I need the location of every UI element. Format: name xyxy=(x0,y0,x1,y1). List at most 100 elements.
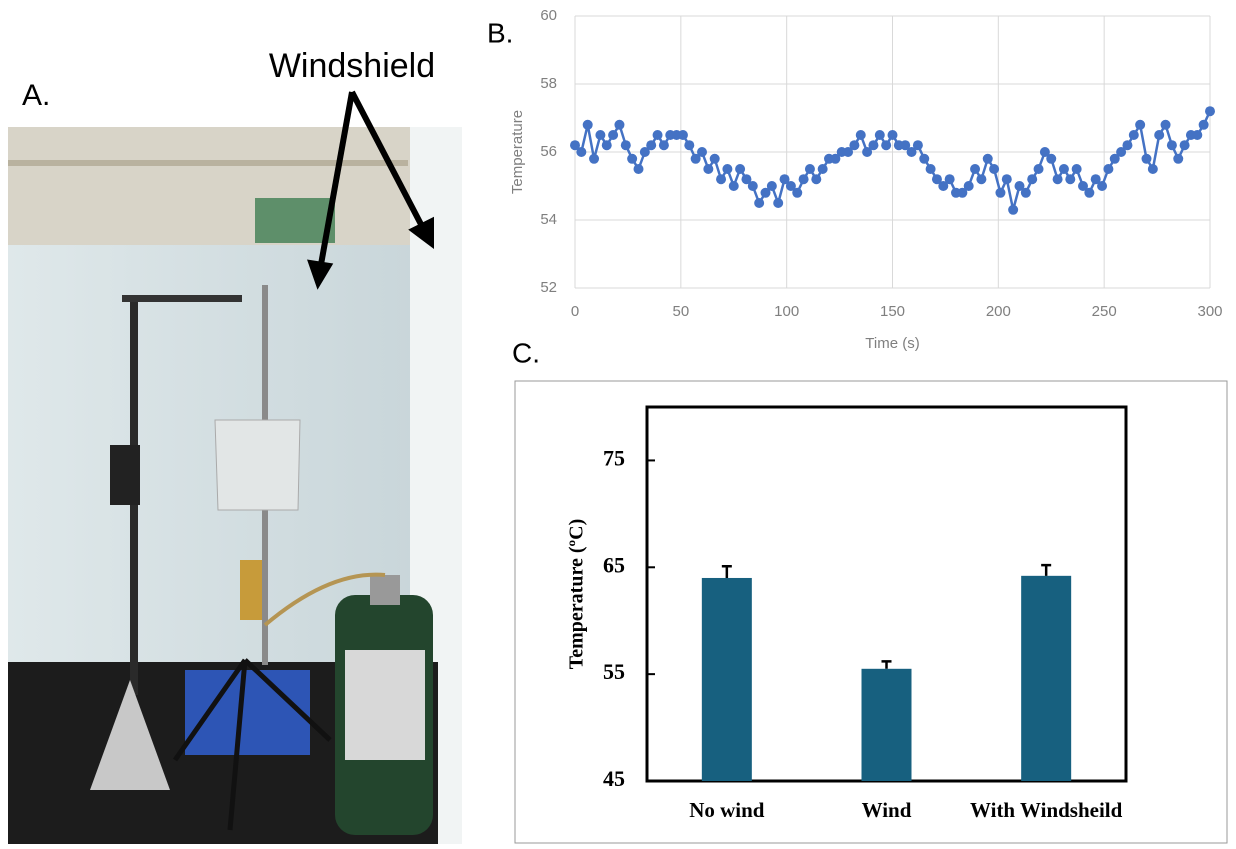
x-tick-label: 0 xyxy=(571,303,579,320)
marker xyxy=(849,140,860,151)
marker xyxy=(722,164,733,174)
marker xyxy=(576,147,587,157)
marker xyxy=(754,198,765,208)
marker xyxy=(792,187,803,198)
y-tick-label: 60 xyxy=(540,7,557,24)
marker xyxy=(957,187,968,198)
marker xyxy=(1039,147,1050,157)
marker xyxy=(1205,106,1215,117)
marker xyxy=(944,174,955,185)
marker xyxy=(646,140,657,151)
marker xyxy=(1046,153,1057,164)
marker xyxy=(760,187,771,198)
marker xyxy=(633,164,644,174)
photo xyxy=(8,127,462,844)
marker xyxy=(1001,174,1012,185)
marker xyxy=(830,153,841,164)
marker xyxy=(1014,181,1025,191)
marker xyxy=(785,181,796,191)
marker xyxy=(608,130,619,140)
marker xyxy=(735,164,746,174)
marker xyxy=(1033,164,1044,174)
marker xyxy=(658,140,669,151)
marker xyxy=(690,153,701,164)
marker xyxy=(811,174,822,185)
marker xyxy=(766,181,777,191)
marker xyxy=(1084,187,1095,198)
marker xyxy=(1065,174,1076,185)
marker xyxy=(1135,119,1146,130)
marker xyxy=(684,140,695,151)
annotation: Windshield xyxy=(269,47,435,85)
marker xyxy=(1071,164,1082,174)
marker xyxy=(1116,147,1127,157)
marker xyxy=(855,130,866,140)
bar xyxy=(861,668,912,781)
chart-frame xyxy=(514,380,1228,844)
y-tick-label: 58 xyxy=(540,75,557,92)
marker xyxy=(703,164,714,174)
bar xyxy=(1021,575,1072,781)
marker xyxy=(1198,119,1209,130)
marker xyxy=(697,147,707,157)
marker xyxy=(1192,130,1203,140)
marker xyxy=(1173,153,1184,164)
marker xyxy=(862,147,873,157)
y-axis-label: Temperature (ºC) xyxy=(566,519,588,669)
marker xyxy=(868,140,879,151)
marker xyxy=(1103,164,1114,174)
marker xyxy=(982,153,993,164)
x-tick-label: With Windsheild xyxy=(970,798,1123,822)
marker xyxy=(779,174,790,185)
marker xyxy=(931,174,942,185)
x-tick-label: 200 xyxy=(986,303,1011,320)
marker xyxy=(881,140,892,151)
marker xyxy=(906,147,917,157)
marker xyxy=(741,174,752,185)
marker xyxy=(601,140,612,151)
x-tick-label: 250 xyxy=(1092,303,1117,320)
marker xyxy=(1166,140,1177,151)
marker xyxy=(817,164,828,174)
marker xyxy=(595,130,606,140)
error-bar xyxy=(721,564,732,578)
x-tick-label: 100 xyxy=(774,303,799,320)
y-tick-label: 52 xyxy=(540,279,557,296)
marker xyxy=(798,174,809,185)
panel-label: B. xyxy=(487,17,513,48)
y-tick-label: 65 xyxy=(603,552,625,577)
marker xyxy=(1052,174,1063,185)
marker xyxy=(1090,174,1101,185)
marker xyxy=(773,198,784,208)
marker xyxy=(1109,153,1120,164)
x-tick-label: 300 xyxy=(1197,303,1222,320)
x-tick-label: Wind xyxy=(862,798,912,822)
marker xyxy=(963,181,974,191)
panel-label: C. xyxy=(512,337,540,368)
marker xyxy=(1078,181,1088,191)
marker xyxy=(1058,164,1069,174)
marker xyxy=(874,130,885,140)
marker xyxy=(843,147,854,157)
marker xyxy=(1160,119,1171,130)
marker xyxy=(938,181,949,191)
marker xyxy=(995,187,1006,198)
marker xyxy=(1008,204,1019,215)
x-axis-label: Time (s) xyxy=(865,335,919,352)
marker xyxy=(1179,140,1190,151)
marker xyxy=(582,119,593,130)
y-tick-label: 55 xyxy=(603,659,625,684)
x-tick-label: 50 xyxy=(672,303,689,320)
marker xyxy=(900,140,911,151)
marker xyxy=(639,147,650,157)
marker xyxy=(716,174,727,185)
marker xyxy=(919,153,930,164)
marker xyxy=(1097,181,1108,191)
annotation-arrows xyxy=(307,90,434,290)
y-tick-label: 45 xyxy=(603,766,625,791)
marker xyxy=(677,130,688,140)
error-bar xyxy=(1041,563,1052,576)
y-tick-label: 56 xyxy=(540,143,557,160)
marker xyxy=(570,140,580,151)
